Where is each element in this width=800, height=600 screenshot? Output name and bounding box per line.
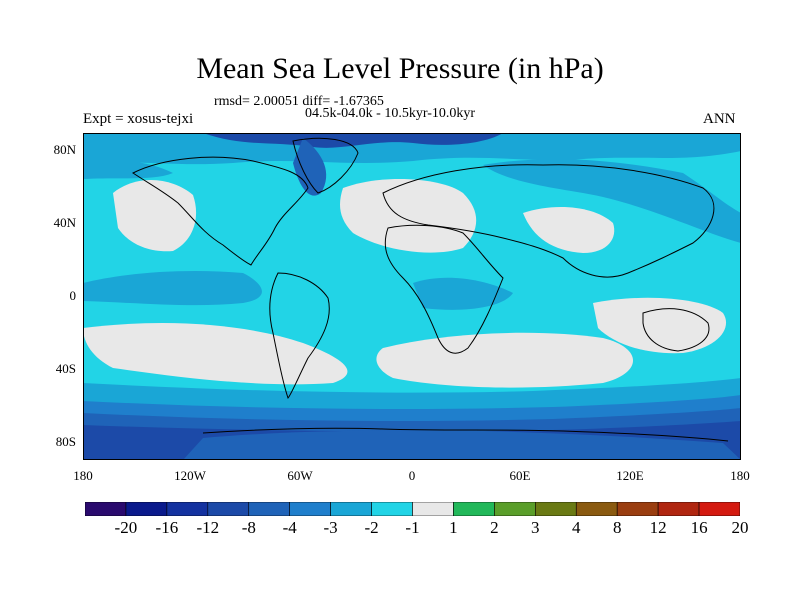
color-bar-label: 3 — [531, 518, 540, 537]
coast-africa — [384, 224, 504, 354]
color-bar-swatch — [453, 502, 495, 516]
color-bar-label: 4 — [572, 518, 581, 537]
field-grey-pacific — [113, 180, 197, 252]
coast-australia — [642, 308, 710, 352]
coast-north-america — [132, 156, 309, 266]
field-antarctica — [183, 430, 741, 460]
color-bar-label: -16 — [155, 518, 179, 537]
field-greenland-dark — [293, 138, 327, 196]
color-bar-swatch — [248, 502, 290, 516]
color-bar-swatch — [494, 502, 536, 516]
color-bar-label: -8 — [241, 518, 256, 537]
lon-tick-180w: 180 — [73, 468, 93, 483]
lat-tick-80s: 80S — [55, 434, 76, 449]
lon-tick-180e: 180 — [730, 468, 750, 483]
color-bar-swatch — [412, 502, 454, 516]
lon-tick-60w: 60W — [287, 468, 313, 483]
color-bar-label: 12 — [649, 518, 667, 537]
color-bar-label: -1 — [405, 518, 420, 537]
color-bar-label: 8 — [612, 518, 622, 537]
coastlines — [132, 137, 729, 442]
field-grey-indian — [593, 297, 727, 354]
color-bar-label: 16 — [690, 518, 708, 537]
color-bar-swatch — [698, 502, 740, 516]
experiment-label: Expt = xosus-tejxi — [83, 111, 194, 127]
coast-eurasia — [382, 164, 715, 278]
color-bar-swatch — [535, 502, 577, 516]
color-bar-label: 20 — [731, 518, 749, 537]
color-bar-swatch — [207, 502, 250, 516]
lat-tick-0: 0 — [69, 288, 77, 303]
lat-tick-40n: 40N — [53, 215, 76, 230]
color-bar-swatch — [85, 502, 127, 516]
field-grey-southatl — [376, 332, 633, 388]
color-bar-swatch — [371, 502, 413, 516]
field-tropic-band — [83, 271, 262, 306]
lat-tick-40s: 40S — [55, 361, 76, 376]
color-bar-swatch — [330, 502, 372, 516]
page-title: Mean Sea Level Pressure (in hPa) — [196, 52, 604, 85]
pressure-map — [83, 133, 741, 460]
color-bar-swatch — [616, 502, 659, 516]
field-grey-asia — [523, 207, 615, 253]
color-bar-swatch — [125, 502, 168, 516]
color-bar-label: -2 — [364, 518, 379, 537]
coast-south-america — [269, 272, 330, 399]
color-bar-swatch — [289, 502, 331, 516]
color-bar-label: -3 — [323, 518, 338, 537]
color-bar-swatch — [166, 502, 209, 516]
field-grey-southpac — [83, 323, 348, 385]
coast-greenland — [292, 137, 359, 194]
field-arctic-deep — [203, 133, 503, 148]
rmsd-diff-text: rmsd= 2.00051 diff= -1.67365 — [214, 94, 384, 109]
lon-tick-0: 0 — [408, 468, 416, 483]
lon-tick-120e: 120E — [616, 468, 644, 483]
period-text: 04.5k-04.0k - 10.5kyr-10.0kyr — [305, 106, 476, 121]
color-bar-swatch — [657, 502, 700, 516]
color-bar-swatch — [575, 502, 618, 516]
field-npac-band — [83, 159, 173, 179]
lon-tick-60e: 60E — [509, 468, 531, 483]
coast-antarctica — [202, 427, 729, 442]
lon-tick-120w: 120W — [174, 468, 206, 483]
field-tropic-band-2 — [413, 277, 513, 310]
lat-tick-80n: 80N — [53, 142, 76, 157]
map-frame — [83, 133, 741, 460]
color-bar-label: -20 — [114, 518, 138, 537]
color-bar — [85, 502, 740, 516]
season-label: ANN — [703, 111, 736, 127]
field-grey-atlantic — [340, 178, 477, 253]
color-bar-label: 2 — [490, 518, 499, 537]
color-bar-label: -4 — [282, 518, 297, 537]
color-bar-label: 1 — [449, 518, 458, 537]
color-bar-label: -12 — [196, 518, 220, 537]
